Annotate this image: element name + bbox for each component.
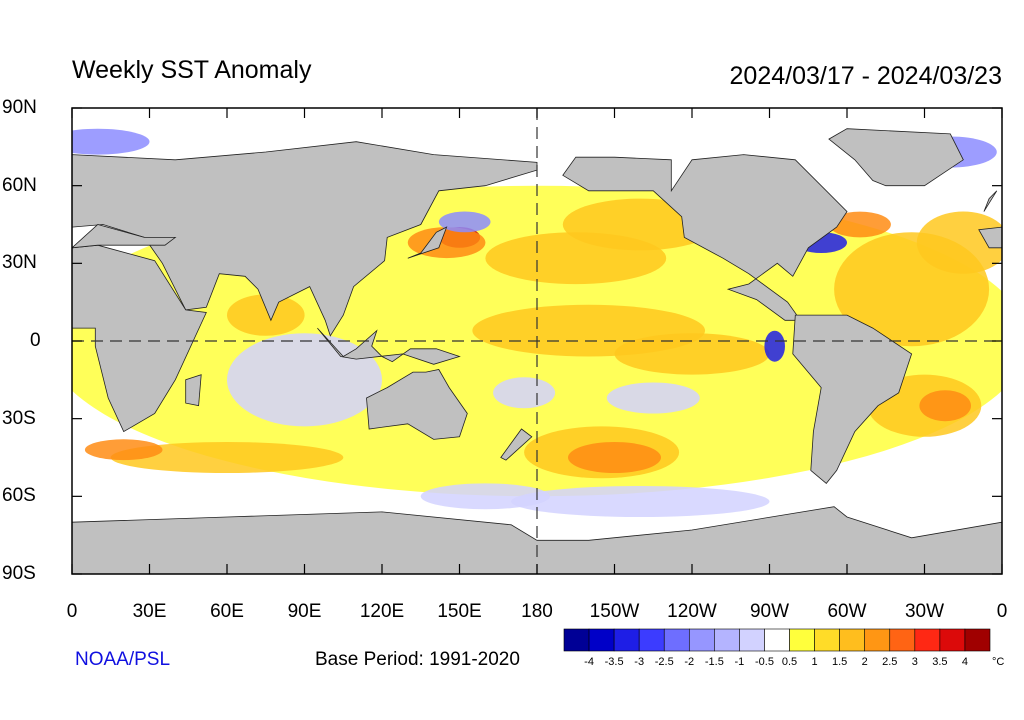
lat-tick-label: 30N [2,252,37,274]
land-polygon [72,506,1002,574]
lon-tick-label: 150W [589,601,640,622]
colorbar-swatch [914,628,941,652]
lon-tick-label: 30W [904,601,945,622]
lon-tick-label: 120E [359,601,405,622]
colorbar-tick-label: 4 [961,656,968,668]
colorbar-swatch [939,628,966,652]
lat-tick-label: 90S [2,563,36,584]
colorbar [563,628,991,652]
colorbar-swatch [889,628,916,652]
lon-tick-label: 180 [521,601,553,622]
colorbar-swatch [588,628,615,652]
colorbar-swatch [789,628,815,652]
lon-tick-label: 150E [437,601,482,622]
lon-tick-label: 120W [667,601,717,622]
anomaly-patch [438,211,491,233]
colorbar-swatch [638,628,665,652]
colorbar-tick-label: 1.5 [831,656,848,668]
colorbar-swatch [764,628,790,652]
colorbar-tick-label: 2.5 [882,656,898,668]
lon-tick-label: 60E [210,601,244,622]
lat-tick-label: 60N [2,174,37,196]
anomaly-patch [493,377,556,409]
land-polygon [185,374,202,407]
anomaly-patch [614,333,770,375]
date-range: 2024/03/17 - 2024/03/23 [729,62,1002,90]
anomaly-patch [420,483,550,510]
land-polygon [72,224,177,249]
lat-tick-label: 30S [2,407,36,429]
colorbar-tick-label: -4 [584,656,594,668]
colorbar-swatch [714,628,740,652]
anomaly-patch [568,442,661,473]
colorbar-tick-label: -2.5 [654,656,674,668]
colorbar-swatch [688,628,715,652]
lon-tick-label: 30E [132,601,167,622]
land-polygon [828,128,964,187]
anomaly-patch [606,382,700,414]
lon-tick-label: 0 [996,601,1008,622]
anomaly-patch [84,439,163,461]
colorbar-tick-label: -3 [634,656,645,668]
colorbar-tick-label: -0.5 [754,656,774,668]
anomaly-patch [919,390,971,422]
lon-tick-label: 90W [749,601,790,622]
colorbar-tick-label: -1.5 [704,656,724,668]
anomaly-patch [764,330,785,362]
colorbar-swatch [739,628,765,652]
anomaly-patch [226,294,305,336]
land-polygon [72,141,538,337]
colorbar-tick-label: 2 [861,656,868,668]
anomaly-patch [511,486,770,517]
land-polygon [978,226,1002,249]
anomaly-patch [916,211,1002,274]
colorbar-tick-label: 3.5 [932,656,948,668]
anomaly-patch [828,211,891,238]
colorbar-swatch [864,628,891,652]
lat-tick-label: 90N [2,97,37,118]
colorbar-tick-label: -1 [734,656,745,668]
land-polygon [366,369,468,440]
land-polygon [72,244,207,433]
colorbar-tick-label: 3 [911,656,918,668]
lon-tick-label: 90E [287,601,322,622]
map-content [72,108,1002,574]
colorbar-swatch [964,628,991,652]
land-polygon [317,327,461,365]
colorbar-tick-label: -3.5 [604,656,624,668]
lat-tick-label: 60S [2,485,36,507]
colorbar-swatch [839,628,866,652]
lat-tick-label: 0 [30,330,41,351]
lon-tick-label: 60W [827,601,867,622]
land-polygon [562,154,848,321]
map-title: Weekly SST Anomaly [72,56,312,84]
anomaly-patch [72,128,150,155]
colorbar-swatch [814,628,840,652]
colorbar-swatch [613,628,640,652]
colorbar-swatch [563,628,590,652]
land-polygon [407,226,448,259]
land-polygon [983,190,998,212]
land-masses [72,128,1002,574]
colorbar-swatch [663,628,690,652]
credit-label: NOAA/PSL [75,649,171,670]
land-polygon [792,314,913,484]
lon-tick-label: 0 [66,601,78,622]
colorbar-unit: °C [992,656,1005,668]
colorbar-tick-label: 1 [811,656,818,668]
anomaly-patch [110,442,344,473]
base-period: Base Period: 1991-2020 [315,649,520,670]
colorbar-tick-label: -2 [684,656,695,668]
colorbar-tick-label: 0.5 [781,656,798,668]
axis-ticks [71,107,1003,575]
land-polygon [500,428,533,461]
